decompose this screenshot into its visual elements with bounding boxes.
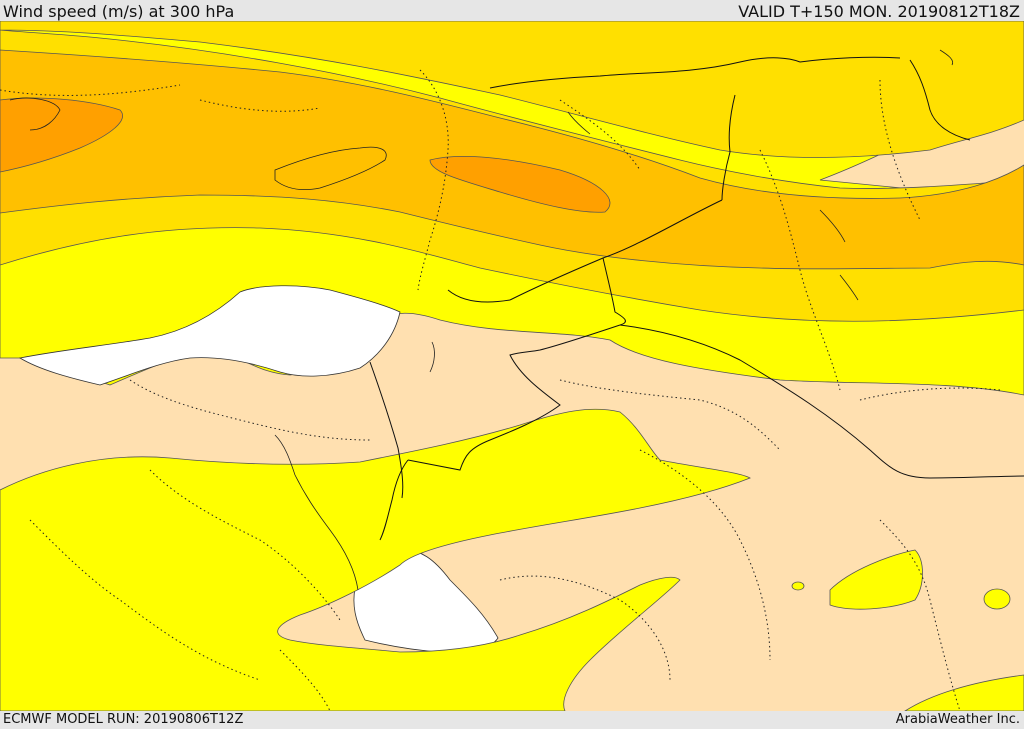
jet-band-orange xyxy=(0,49,1024,270)
jet-patch-far-east xyxy=(983,588,1011,610)
map-canvas xyxy=(0,21,1024,711)
province-borders xyxy=(0,69,1001,711)
credit: ArabiaWeather Inc. xyxy=(895,712,1020,727)
jet-patch-small xyxy=(791,581,805,591)
map-title: Wind speed (m/s) at 300 hPa xyxy=(3,2,235,21)
model-run: ECMWF MODEL RUN: 20190806T12Z xyxy=(3,712,244,727)
footer-bar: ECMWF MODEL RUN: 20190806T12Z ArabiaWeat… xyxy=(0,711,1024,729)
country-borders xyxy=(369,56,1024,541)
jet-core-west xyxy=(0,97,123,173)
valid-time: VALID T+150 MON. 20190812T18Z xyxy=(738,2,1020,21)
jet-band-yellow-south xyxy=(0,408,751,711)
jet-patch-east xyxy=(829,549,923,610)
mediterranean-sea xyxy=(18,285,401,386)
title-bar: Wind speed (m/s) at 300 hPa VALID T+150 … xyxy=(0,0,1024,21)
jet-core-central xyxy=(429,155,611,213)
coastlines xyxy=(9,49,954,591)
wind-speed-map[interactable] xyxy=(0,21,1024,711)
